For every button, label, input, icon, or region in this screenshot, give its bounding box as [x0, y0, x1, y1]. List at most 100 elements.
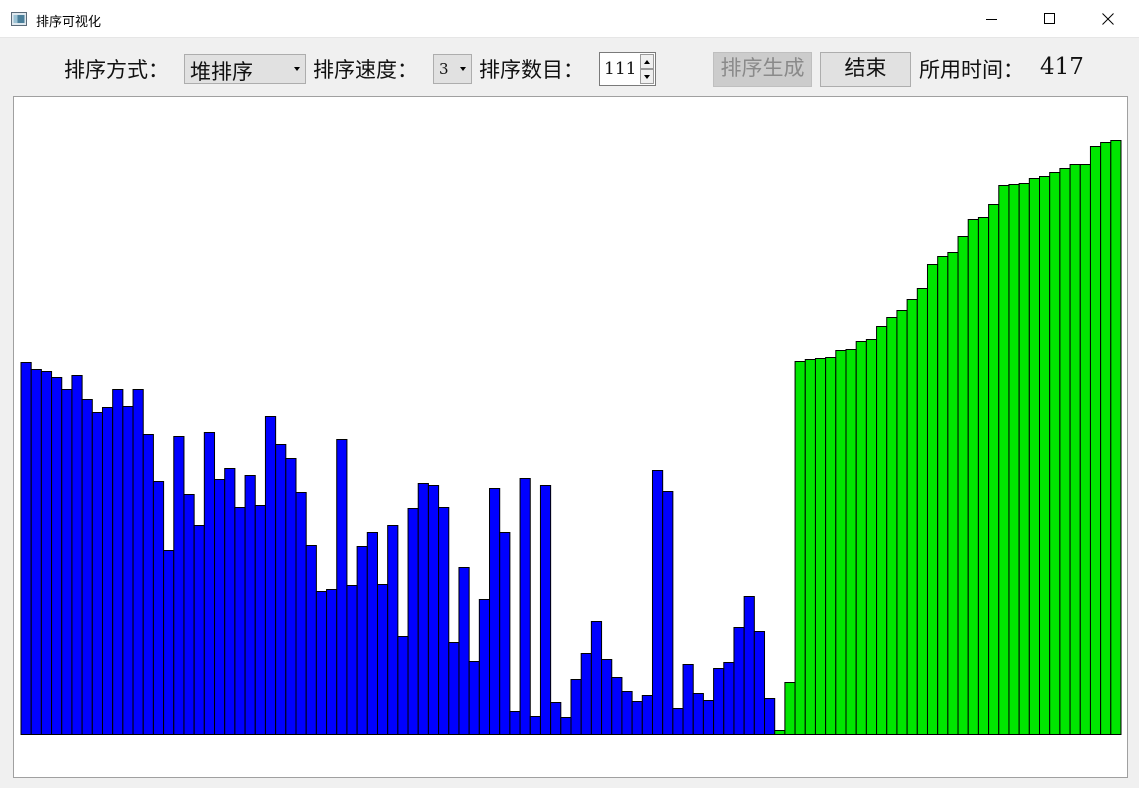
unsorted-bar — [672, 708, 684, 735]
unsorted-bar — [580, 653, 592, 735]
unsorted-bar — [631, 701, 643, 735]
unsorted-bar — [601, 659, 613, 735]
sorted-bar — [1028, 178, 1041, 735]
unsorted-bar — [651, 470, 664, 735]
unsorted-bar — [407, 508, 419, 735]
elapsed-time-label: 所用时间： — [919, 58, 1024, 82]
app-window-icon — [11, 12, 27, 26]
sort-speed-value: 3 — [439, 60, 449, 78]
unsorted-bar — [764, 698, 776, 735]
sorted-bar — [916, 288, 928, 735]
sorted-bar — [1079, 164, 1091, 735]
sorted-bar — [1059, 168, 1071, 735]
unsorted-bar — [387, 525, 399, 735]
unsorted-bar — [529, 716, 541, 735]
unsorted-bar — [550, 702, 562, 735]
unsorted-bar — [509, 711, 521, 735]
unsorted-bar — [122, 406, 134, 735]
unsorted-bar — [336, 439, 348, 735]
unsorted-bar — [30, 369, 42, 735]
sort-count-value: 111 — [604, 59, 637, 79]
unsorted-bar — [295, 492, 307, 735]
stop-button[interactable]: 结束 — [820, 52, 911, 87]
unsorted-bar — [468, 661, 480, 735]
unsorted-bar — [417, 483, 429, 735]
unsorted-bar — [702, 700, 715, 735]
unsorted-bar — [275, 444, 287, 735]
sort-canvas — [13, 96, 1128, 778]
title-bar: 排序可视化 — [0, 0, 1139, 38]
unsorted-bar — [682, 664, 694, 735]
sorted-bar — [865, 339, 878, 735]
unsorted-bar — [234, 507, 246, 735]
spin-up-button[interactable] — [640, 54, 654, 69]
sorted-bar — [855, 341, 867, 735]
unsorted-bar — [61, 389, 73, 735]
spin-down-button[interactable] — [640, 69, 654, 84]
unsorted-bar — [376, 584, 389, 735]
sorted-bar — [937, 256, 949, 735]
sort-count-spinbox[interactable]: 111 — [599, 52, 656, 86]
unsorted-bar — [264, 416, 277, 735]
minimize-button[interactable] — [963, 0, 1021, 38]
sorted-bar — [814, 358, 827, 735]
unsorted-bar — [539, 485, 552, 735]
unsorted-bar — [662, 491, 674, 735]
unsorted-bar — [315, 591, 328, 735]
sort-method-value: 堆排序 — [190, 60, 253, 84]
sorted-bar — [835, 350, 847, 735]
unsorted-bar — [641, 695, 653, 735]
unsorted-bar — [71, 375, 83, 735]
sort-bar-chart — [20, 140, 1122, 735]
unsorted-bar — [356, 546, 368, 735]
sorted-bar — [1069, 164, 1081, 735]
unsorted-bar — [254, 505, 266, 735]
unsorted-bar — [91, 412, 103, 735]
unsorted-bar — [621, 691, 633, 735]
unsorted-bar — [305, 545, 317, 735]
unsorted-bar — [173, 436, 185, 735]
unsorted-bar — [753, 631, 766, 735]
unsorted-bar — [743, 596, 755, 735]
chevron-down-icon — [294, 67, 300, 71]
sort-method-select[interactable]: 堆排序 — [184, 54, 306, 84]
unsorted-bar — [560, 717, 572, 735]
chevron-down-icon — [460, 67, 466, 71]
sorted-bar — [1110, 140, 1122, 735]
unsorted-bar — [713, 668, 725, 735]
unsorted-bar — [224, 468, 236, 735]
elapsed-time-value: 417 — [1040, 54, 1084, 80]
unsorted-bar — [458, 567, 470, 735]
unsorted-bar — [40, 371, 53, 735]
generate-sort-button[interactable]: 排序生成 — [713, 52, 812, 87]
unsorted-bar — [570, 679, 582, 735]
chevron-up-icon — [644, 59, 650, 64]
sorted-bar — [774, 730, 786, 735]
sorted-bar — [876, 326, 888, 735]
close-button[interactable] — [1079, 0, 1137, 38]
unsorted-bar — [112, 389, 124, 735]
unsorted-bar — [397, 636, 409, 735]
sorted-bar — [794, 361, 806, 735]
unsorted-bar — [214, 479, 226, 735]
sorted-bar — [947, 252, 959, 735]
sorted-bar — [1008, 184, 1020, 735]
unsorted-bar — [723, 662, 735, 735]
sort-speed-select[interactable]: 3 — [433, 54, 472, 84]
close-icon — [1102, 13, 1114, 25]
sort-speed-label: 排序速度： — [313, 58, 418, 82]
unsorted-bar — [519, 478, 531, 735]
unsorted-bar — [611, 677, 623, 735]
sorted-bar — [967, 219, 979, 735]
unsorted-bar — [20, 362, 32, 735]
sorted-bar — [926, 264, 939, 735]
sorted-bar — [896, 310, 908, 735]
sorted-bar — [804, 359, 816, 735]
sorted-bar — [1039, 176, 1051, 735]
sorted-bar — [988, 204, 1000, 735]
maximize-button[interactable] — [1021, 0, 1079, 38]
window-title: 排序可视化 — [36, 15, 102, 30]
unsorted-bar — [152, 481, 165, 735]
unsorted-bar — [448, 642, 460, 735]
unsorted-bar — [183, 494, 195, 735]
